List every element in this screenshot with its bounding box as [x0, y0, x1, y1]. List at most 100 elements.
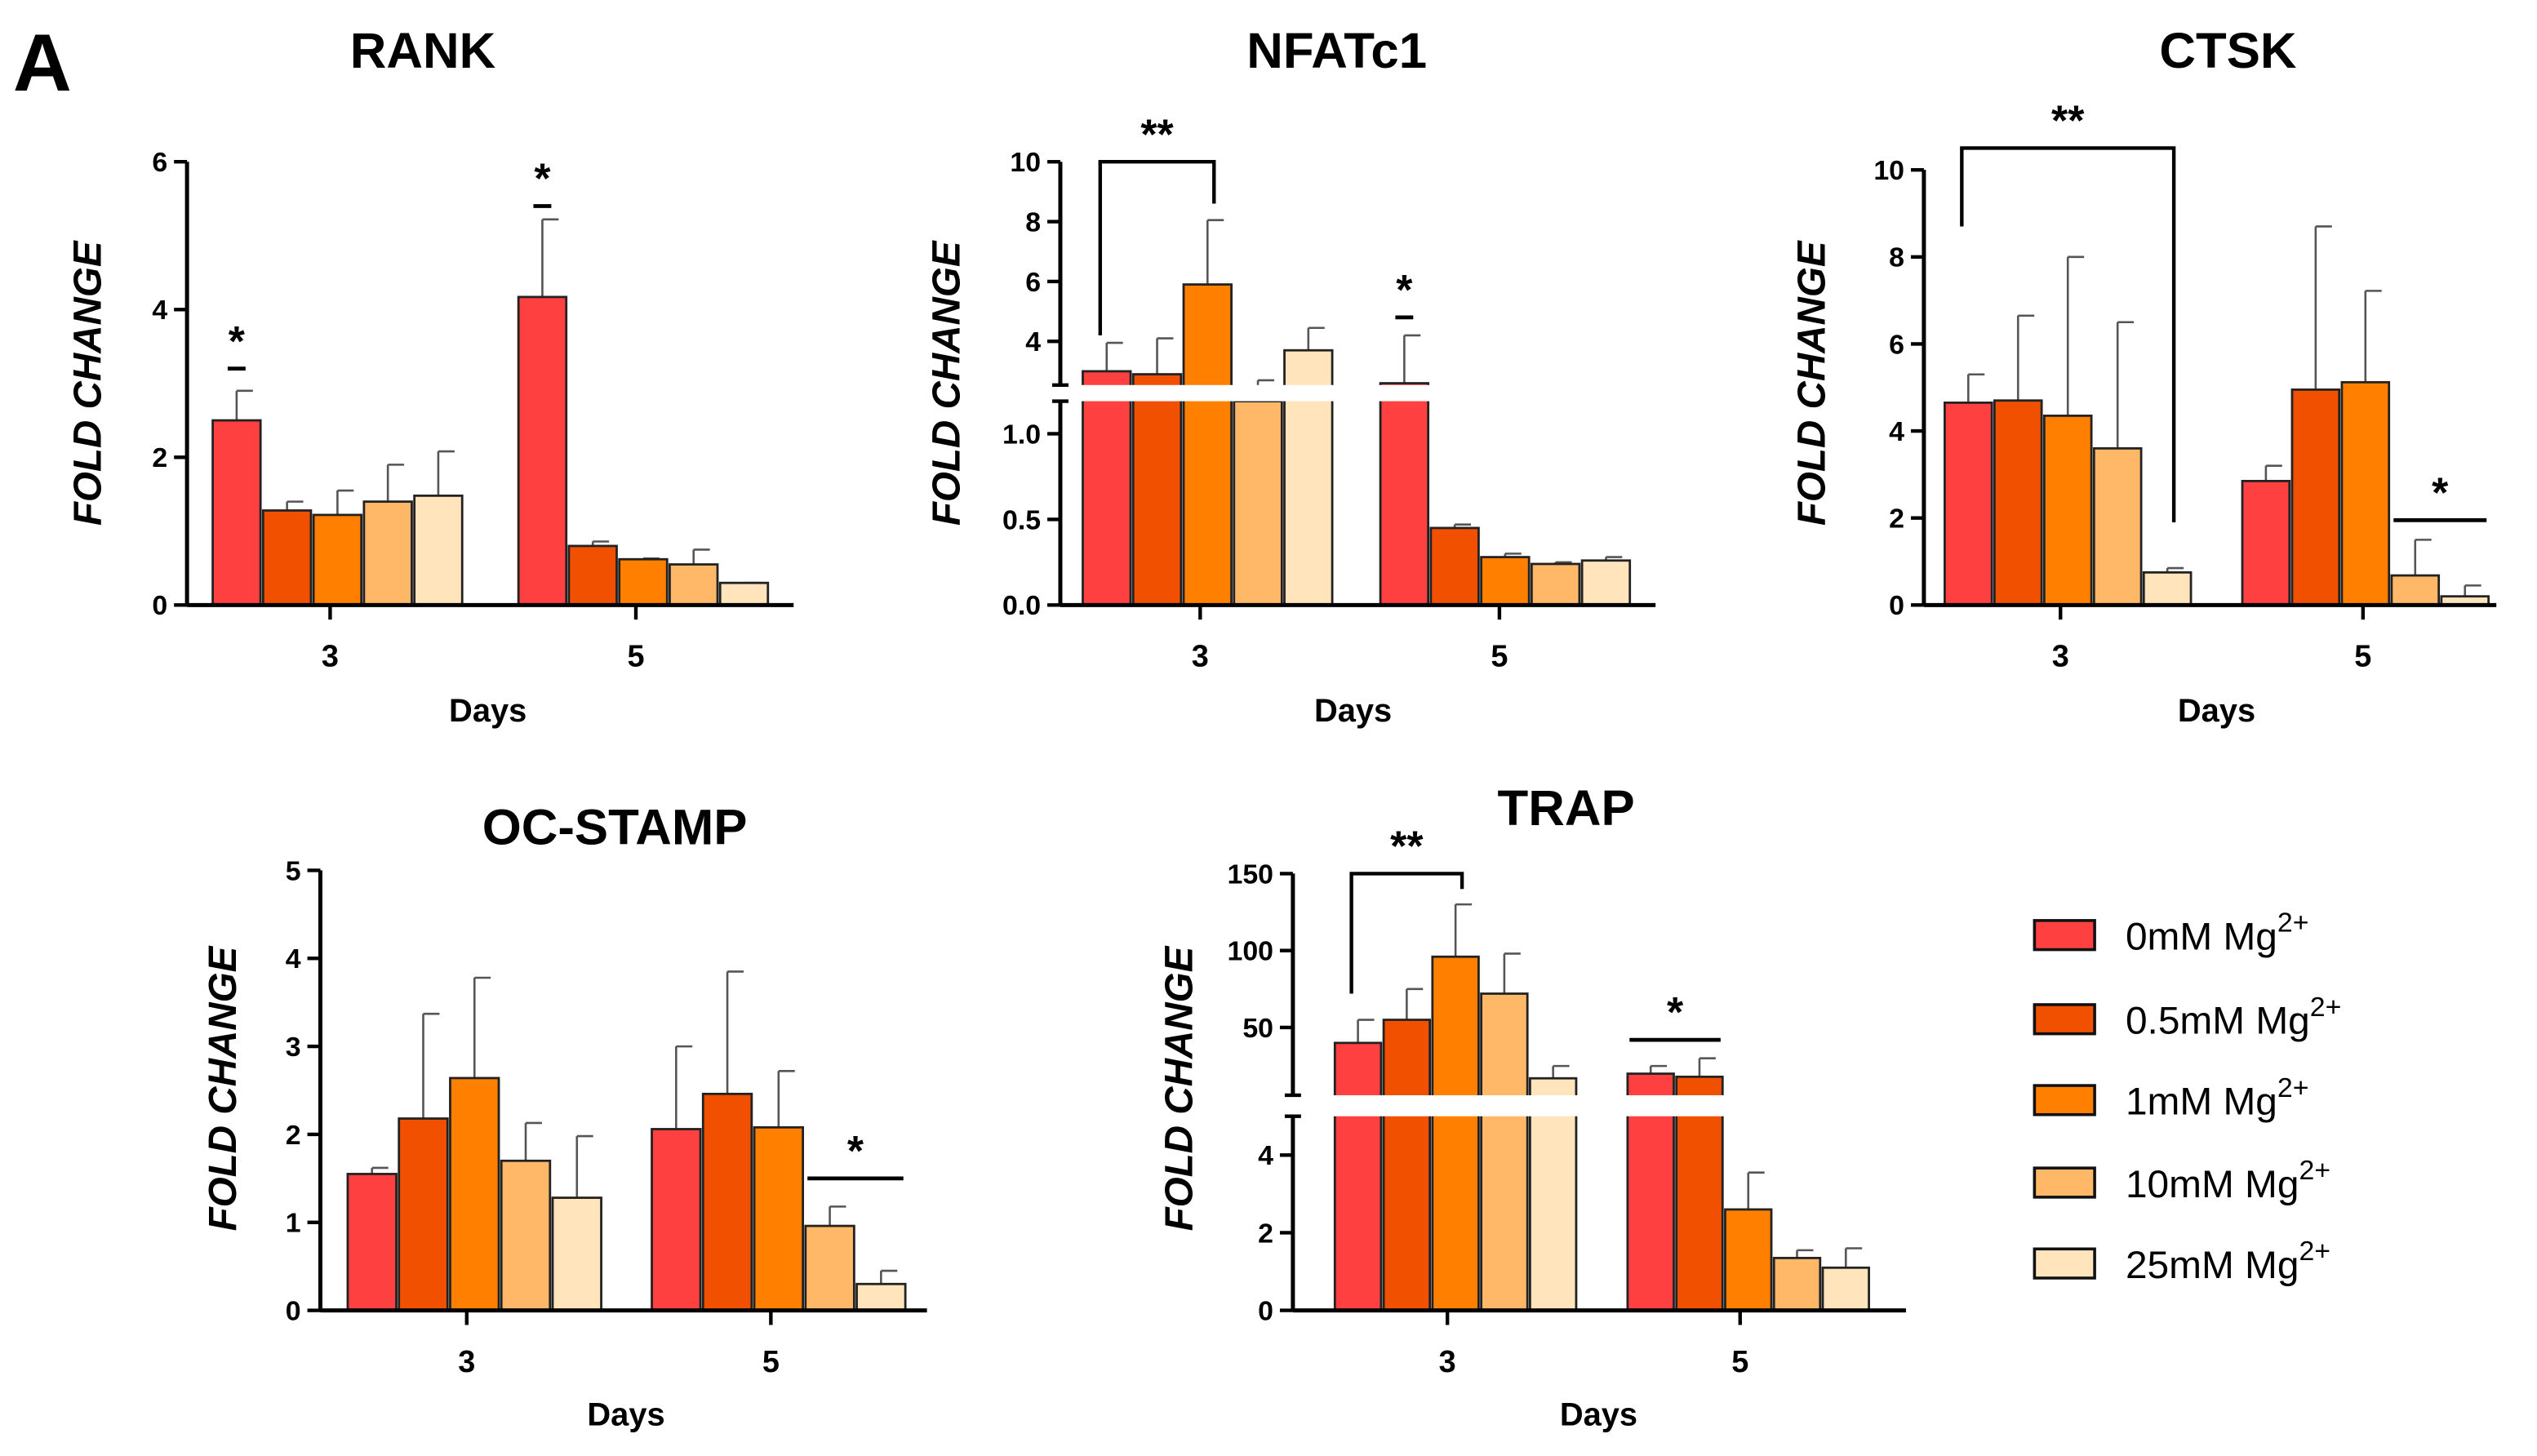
- bar: [669, 563, 719, 606]
- y-tick-label: 0: [286, 1296, 301, 1327]
- x-axis-label: Days: [2178, 693, 2255, 729]
- y-tick-label: 6: [1889, 329, 1904, 360]
- y-axis-label: FOLD CHANGE: [1157, 945, 1201, 1231]
- bar: [449, 1076, 500, 1312]
- bar: [2042, 415, 2093, 606]
- chart-title: NFATc1: [1246, 23, 1427, 79]
- x-tick-label: 5: [762, 1344, 780, 1378]
- y-tick-label: 0: [1258, 1296, 1273, 1327]
- bar: [1233, 400, 1283, 606]
- legend-label: 0mM Mg2+: [2126, 908, 2309, 959]
- x-tick-label: 3: [2052, 639, 2069, 673]
- legend-item: 25mM Mg2+: [2033, 1236, 2330, 1287]
- bar: [1480, 992, 1529, 1312]
- y-tick-label: 50: [1242, 1013, 1273, 1044]
- bar: [1131, 373, 1183, 606]
- x-tick-label: 5: [2354, 639, 2371, 673]
- legend-item: 10mM Mg2+: [2033, 1155, 2330, 1206]
- x-tick-label: 5: [1731, 1344, 1748, 1378]
- bar: [2290, 388, 2341, 606]
- y-tick-label: 8: [1025, 207, 1041, 238]
- bar: [701, 1092, 753, 1312]
- x-tick-label: 5: [1491, 639, 1508, 673]
- y-tick-label: 0.0: [1002, 590, 1041, 621]
- chart-title: CTSK: [2159, 23, 2296, 79]
- legend-label-text: 0mM Mg: [2126, 916, 2277, 959]
- y-axis-label: FOLD CHANGE: [1790, 240, 1833, 526]
- bar: [346, 1173, 398, 1312]
- bar: [500, 1159, 552, 1312]
- y-axis-label: FOLD CHANGE: [925, 240, 968, 526]
- x-tick-label: 3: [322, 639, 339, 673]
- legend-label: 0.5mM Mg2+: [2126, 992, 2341, 1043]
- bar: [1993, 399, 2043, 606]
- bar: [1431, 955, 1480, 1312]
- legend-label-text: 0.5mM Mg: [2126, 1000, 2310, 1043]
- legend-label: 1mM Mg2+: [2126, 1072, 2309, 1124]
- bar: [1724, 1208, 1773, 1312]
- bar: [618, 557, 669, 606]
- bar: [261, 509, 313, 606]
- bar: [1182, 283, 1233, 606]
- y-tick-label: 1.0: [1002, 419, 1041, 450]
- significance-bracket: [1098, 160, 1216, 335]
- bar: [2340, 380, 2391, 606]
- legend-swatch: [2033, 919, 2096, 952]
- legend-label-superscript: 2+: [2277, 908, 2309, 939]
- legend-swatch: [2033, 1003, 2096, 1036]
- y-tick-label: 150: [1227, 859, 1273, 890]
- bar: [517, 295, 568, 606]
- bar: [1530, 562, 1581, 606]
- bar: [1333, 1041, 1383, 1312]
- y-tick-label: 2: [1258, 1218, 1273, 1249]
- legend-item: 0mM Mg2+: [2033, 908, 2309, 959]
- legend-swatch: [2033, 1247, 2096, 1280]
- axis-break: [1047, 384, 1659, 402]
- legend-label-superscript: 2+: [2277, 1072, 2309, 1103]
- bar: [651, 1128, 702, 1312]
- legend-swatch: [2033, 1166, 2096, 1199]
- y-tick-label: 2: [1889, 504, 1904, 535]
- y-tick-label: 3: [286, 1032, 301, 1063]
- chart-title: OC-STAMP: [482, 800, 748, 856]
- legend-label-text: 1mM Mg: [2126, 1081, 2277, 1124]
- bar: [1082, 370, 1132, 606]
- y-tick-label: 0: [152, 590, 167, 621]
- x-axis-label: Days: [1560, 1396, 1637, 1432]
- y-tick-label: 4: [1258, 1140, 1273, 1171]
- y-tick-label: 6: [152, 147, 167, 178]
- bar: [551, 1196, 602, 1312]
- legend-item: 1mM Mg2+: [2033, 1072, 2309, 1124]
- y-axis-label: FOLD CHANGE: [202, 945, 245, 1231]
- y-tick-label: 4: [152, 295, 167, 326]
- bar: [718, 581, 770, 606]
- bar: [753, 1125, 804, 1312]
- significance-bracket: [1960, 146, 2176, 523]
- bar: [804, 1224, 855, 1312]
- y-tick-label: 100: [1227, 936, 1273, 967]
- y-tick-label: 0: [1889, 590, 1904, 621]
- bar: [2142, 570, 2193, 606]
- bar: [567, 544, 618, 606]
- bar: [413, 494, 464, 606]
- significance-bracket: [1349, 872, 1464, 994]
- legend-swatch: [2033, 1084, 2096, 1116]
- significance-label: *: [1396, 266, 1413, 313]
- x-tick-label: 5: [627, 639, 644, 673]
- bar: [398, 1117, 449, 1312]
- bar: [362, 500, 413, 606]
- significance-label: *: [534, 155, 551, 202]
- significance-label: *: [2432, 469, 2449, 517]
- y-tick-label: 2: [152, 442, 167, 473]
- chart-rank: 0 2 4 6 3 5 RANK FOLD CHANGE Days * *: [66, 23, 794, 729]
- legend-label-superscript: 2+: [2299, 1155, 2330, 1186]
- bar: [855, 1282, 907, 1312]
- bar: [1480, 556, 1531, 606]
- bar: [2390, 574, 2441, 606]
- bar: [1382, 1019, 1432, 1312]
- bar: [2241, 479, 2291, 606]
- significance-label: *: [1667, 988, 1684, 1036]
- y-tick-label: 4: [286, 943, 301, 974]
